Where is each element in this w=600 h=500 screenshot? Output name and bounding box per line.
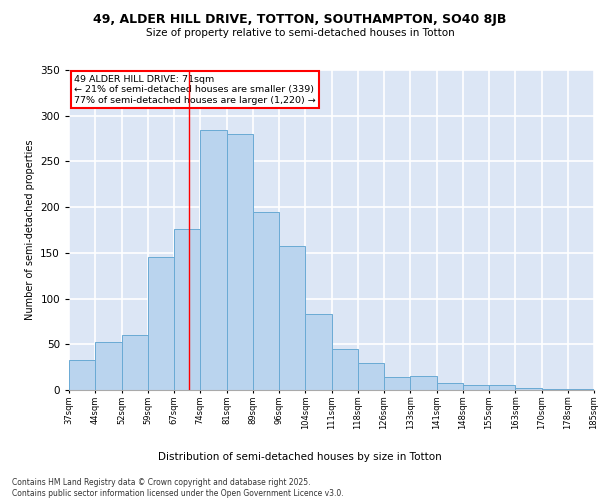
- Bar: [69, 360, 95, 390]
- Bar: [384, 377, 410, 390]
- Bar: [227, 134, 253, 390]
- Bar: [568, 389, 594, 390]
- Bar: [542, 389, 568, 390]
- Bar: [174, 229, 200, 390]
- Bar: [279, 246, 305, 390]
- Bar: [200, 130, 227, 390]
- Text: Size of property relative to semi-detached houses in Totton: Size of property relative to semi-detach…: [146, 28, 454, 38]
- Text: Contains HM Land Registry data © Crown copyright and database right 2025.
Contai: Contains HM Land Registry data © Crown c…: [12, 478, 344, 498]
- Bar: [95, 342, 121, 390]
- Text: 49, ALDER HILL DRIVE, TOTTON, SOUTHAMPTON, SO40 8JB: 49, ALDER HILL DRIVE, TOTTON, SOUTHAMPTO…: [94, 12, 506, 26]
- Bar: [148, 258, 174, 390]
- Y-axis label: Number of semi-detached properties: Number of semi-detached properties: [25, 140, 35, 320]
- Bar: [253, 212, 279, 390]
- Bar: [489, 386, 515, 390]
- Bar: [331, 349, 358, 390]
- Bar: [437, 382, 463, 390]
- Bar: [121, 335, 148, 390]
- Bar: [410, 376, 437, 390]
- Text: 49 ALDER HILL DRIVE: 71sqm
← 21% of semi-detached houses are smaller (339)
77% o: 49 ALDER HILL DRIVE: 71sqm ← 21% of semi…: [74, 75, 316, 104]
- Bar: [305, 314, 331, 390]
- Text: Distribution of semi-detached houses by size in Totton: Distribution of semi-detached houses by …: [158, 452, 442, 462]
- Bar: [515, 388, 542, 390]
- Bar: [463, 386, 489, 390]
- Bar: [358, 362, 384, 390]
